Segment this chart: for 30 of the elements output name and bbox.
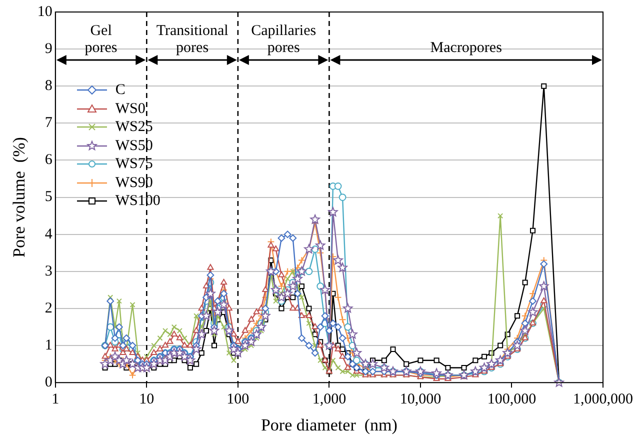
annotation: Macropores	[430, 40, 502, 56]
y-tick-label: 2	[44, 300, 52, 316]
y-tick-label: 4	[44, 226, 53, 242]
y-tick-label: 3	[44, 263, 52, 280]
legend-label: WS50	[115, 136, 153, 155]
y-tick-label: 6	[44, 152, 53, 168]
x-axis-title: Pore diameter (nm)	[260, 415, 398, 434]
legend-label: WS100	[115, 192, 160, 210]
y-tick-label: 0	[44, 374, 52, 391]
y-tick-label: 1	[44, 337, 52, 354]
legend-label: WS25	[115, 118, 153, 136]
x-tick-label: 1,000,000	[573, 392, 633, 408]
y-tick-label: 9	[44, 41, 52, 57]
legend-label: C	[115, 81, 126, 100]
annotation: Transitional pores	[156, 23, 228, 56]
legend-label: WS90	[115, 174, 153, 192]
y-tick-label: 10	[37, 4, 52, 20]
x-tick-label: 10	[139, 392, 154, 408]
y-tick-label: 5	[44, 189, 52, 206]
legend-label: WS75	[115, 155, 153, 174]
y-tick-label: 8	[44, 78, 52, 94]
x-tick-label: 100,000	[487, 392, 536, 408]
annotation: Capillaries pores	[251, 23, 316, 56]
legend-label: WS0	[115, 100, 146, 118]
x-tick-label: 1,000	[312, 392, 346, 408]
annotation: Gel pores	[84, 23, 118, 56]
x-tick-label: 100	[226, 392, 250, 408]
y-axis-title: Pore volume (%)	[10, 137, 29, 258]
x-tick-label: 10,000	[400, 392, 442, 408]
y-tick-label: 7	[44, 115, 53, 132]
